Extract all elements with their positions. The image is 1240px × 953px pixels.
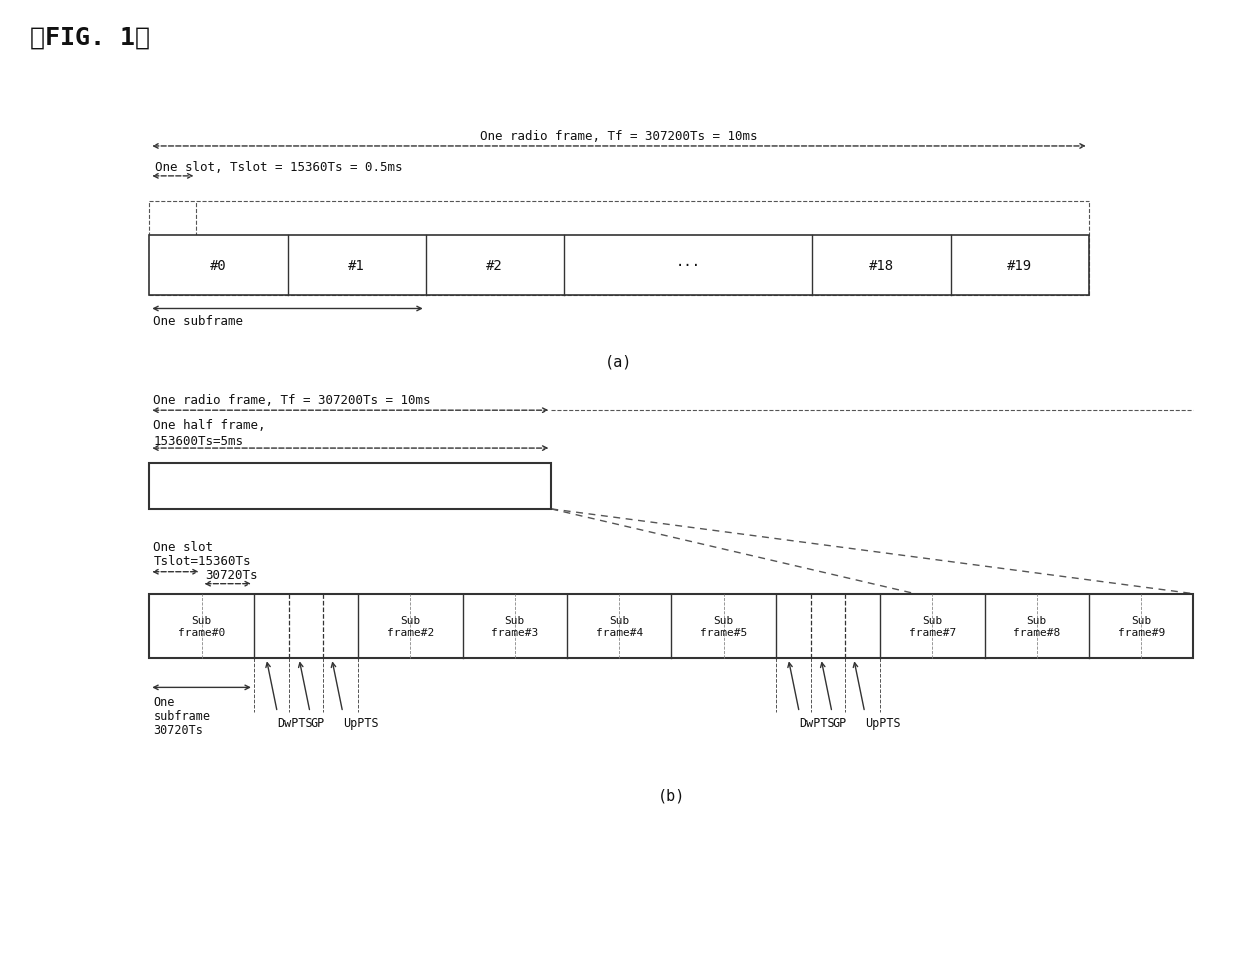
Text: 30720Ts: 30720Ts [154, 723, 203, 737]
Text: subframe: subframe [154, 710, 211, 722]
Text: One radio frame, Tf = 307200Ts = 10ms: One radio frame, Tf = 307200Ts = 10ms [480, 130, 758, 143]
Text: #19: #19 [1007, 258, 1032, 273]
Text: #1: #1 [348, 258, 365, 273]
Bar [149, 594, 1193, 659]
Text: #18: #18 [869, 258, 894, 273]
Text: (b): (b) [657, 787, 684, 802]
Text: ···: ··· [676, 258, 701, 273]
Bar [149, 463, 552, 509]
Text: #2: #2 [486, 258, 503, 273]
Text: #0: #0 [210, 258, 227, 273]
Text: Tslot=15360Ts: Tslot=15360Ts [154, 554, 250, 567]
Text: Sub
frame#2: Sub frame#2 [387, 616, 434, 638]
Text: One radio frame, Tf = 307200Ts = 10ms: One radio frame, Tf = 307200Ts = 10ms [154, 394, 430, 407]
Text: UpPTS: UpPTS [342, 717, 378, 730]
Text: 153600Ts=5ms: 153600Ts=5ms [154, 435, 243, 448]
Text: UpPTS: UpPTS [864, 717, 900, 730]
Text: Sub
frame#8: Sub frame#8 [1013, 616, 1060, 638]
Text: Sub
frame#0: Sub frame#0 [179, 616, 226, 638]
Text: 【FIG. 1】: 【FIG. 1】 [30, 26, 150, 50]
Text: GP: GP [310, 717, 325, 730]
Text: Sub
frame#7: Sub frame#7 [909, 616, 956, 638]
Text: One slot, Tslot = 15360Ts = 0.5ms: One slot, Tslot = 15360Ts = 0.5ms [155, 161, 403, 173]
Text: DwPTS: DwPTS [800, 717, 835, 730]
Text: Sub
frame#5: Sub frame#5 [699, 616, 748, 638]
Text: Sub
frame#3: Sub frame#3 [491, 616, 538, 638]
Text: 30720Ts: 30720Ts [206, 568, 258, 581]
Text: (a): (a) [605, 354, 632, 369]
Text: One half frame,: One half frame, [154, 418, 265, 432]
Text: Sub
frame#9: Sub frame#9 [1117, 616, 1164, 638]
Text: One slot: One slot [154, 540, 213, 553]
Text: One: One [154, 696, 175, 709]
Text: DwPTS: DwPTS [278, 717, 312, 730]
Text: One subframe: One subframe [154, 315, 243, 328]
Text: GP: GP [832, 717, 846, 730]
Bar [149, 235, 1089, 295]
Text: Sub
frame#4: Sub frame#4 [595, 616, 642, 638]
